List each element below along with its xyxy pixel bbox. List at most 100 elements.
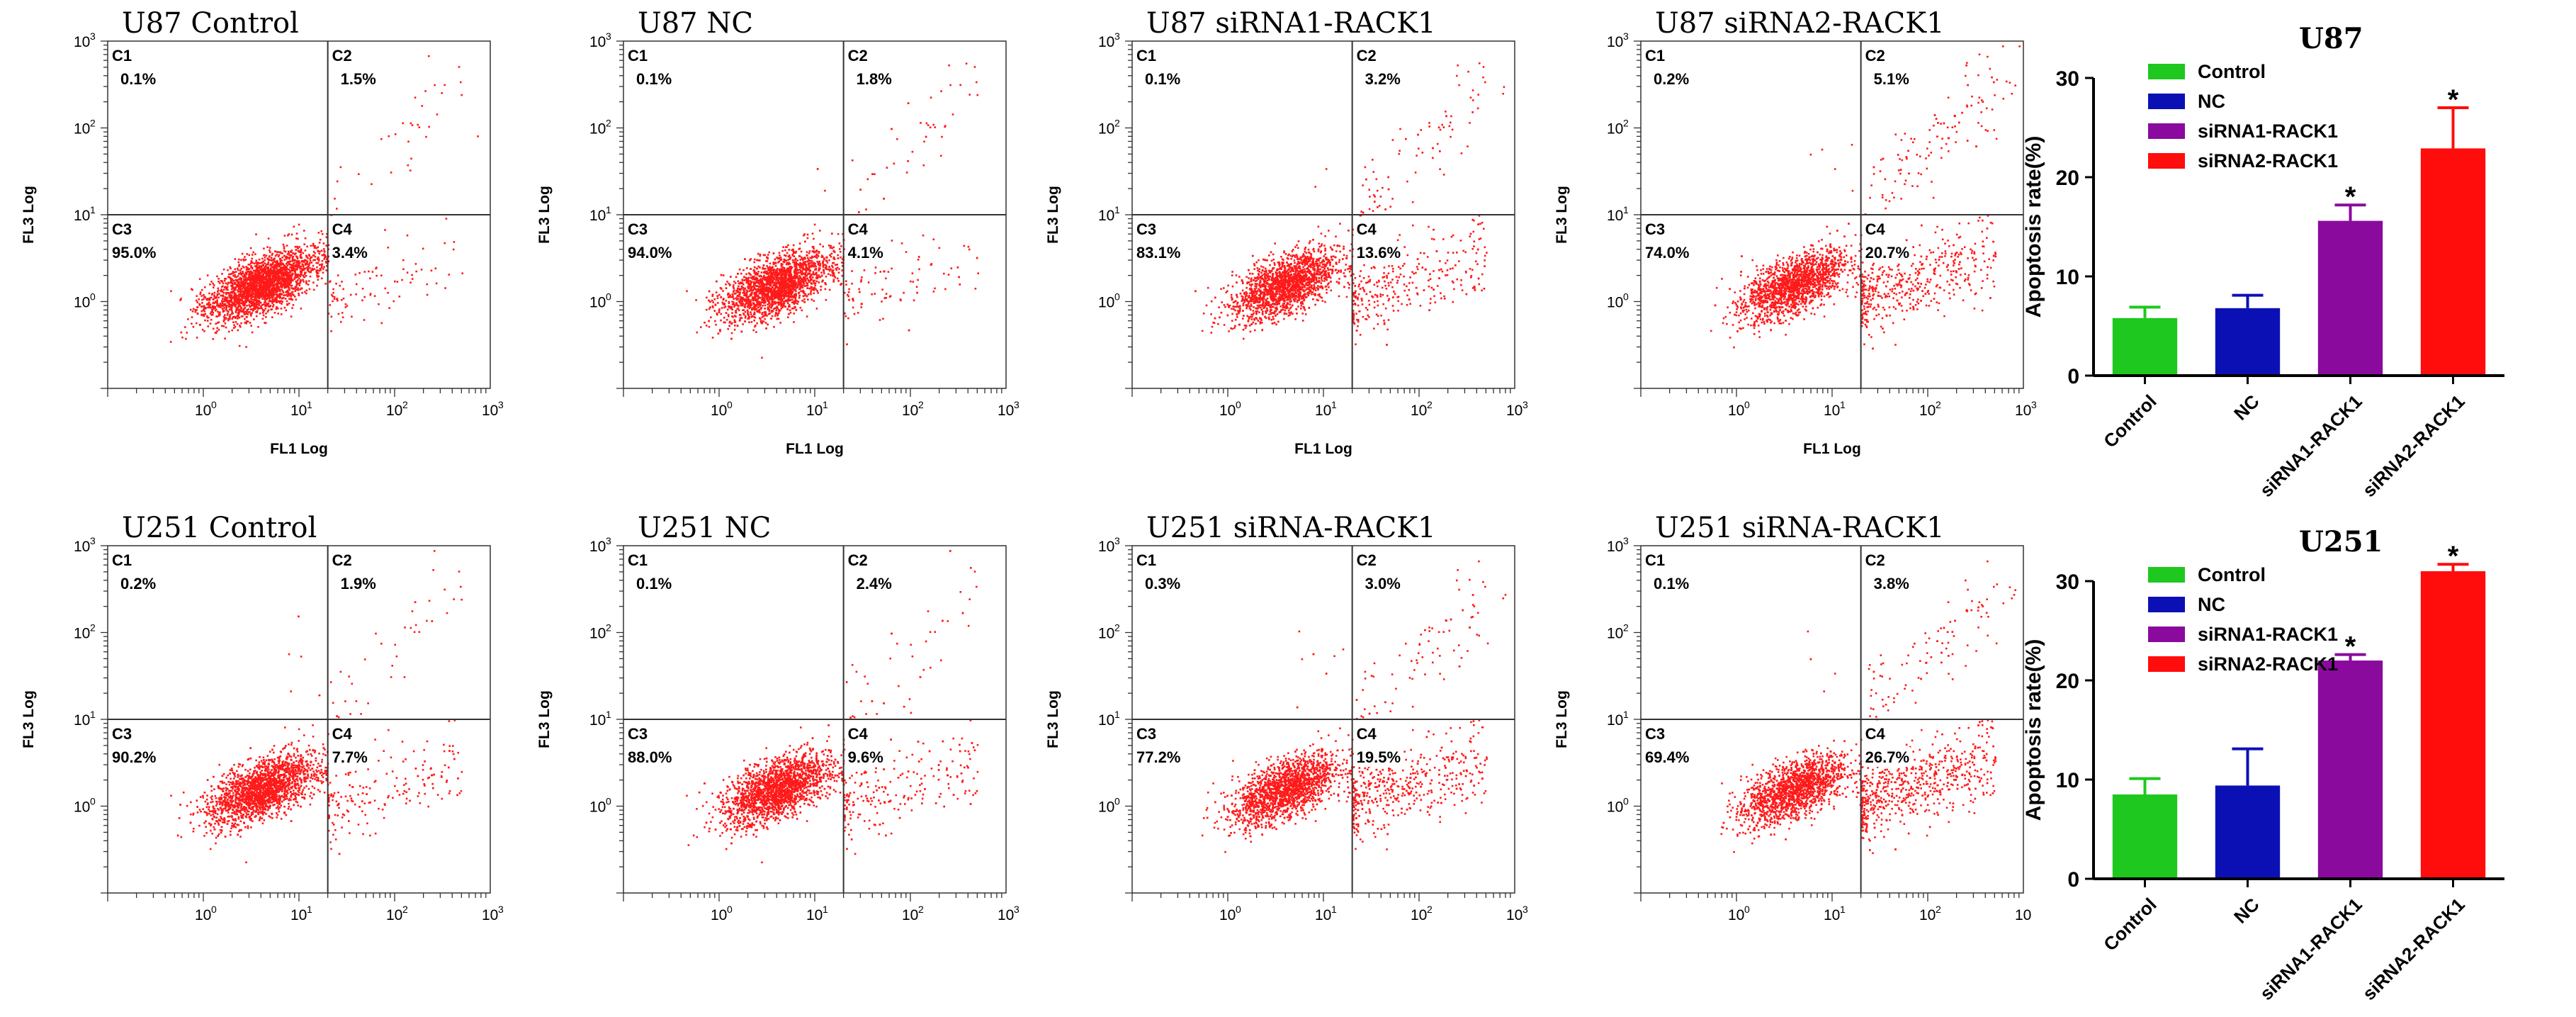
data-point	[235, 307, 238, 310]
quadrant-value-backdrop	[330, 242, 378, 262]
data-point	[230, 284, 232, 287]
data-point	[279, 259, 282, 262]
data-point	[317, 256, 320, 259]
data-point	[256, 296, 259, 298]
data-point	[256, 271, 259, 274]
data-point	[200, 305, 203, 308]
data-point	[281, 274, 283, 276]
data-point	[222, 288, 225, 291]
data-point	[210, 296, 213, 299]
data-point	[910, 280, 912, 283]
data-point	[738, 314, 741, 316]
data-point	[790, 281, 792, 284]
data-point	[254, 293, 256, 296]
data-point	[976, 81, 978, 84]
data-point	[756, 277, 759, 280]
data-point	[323, 258, 325, 260]
data-point	[762, 312, 764, 314]
data-point	[238, 316, 241, 319]
data-point	[295, 280, 298, 283]
data-point	[290, 284, 292, 287]
data-point	[355, 283, 358, 286]
data-point	[297, 247, 299, 250]
data-point	[267, 261, 270, 264]
data-point	[258, 271, 261, 274]
data-point	[251, 283, 254, 285]
data-point	[264, 272, 267, 275]
data-point	[341, 281, 343, 283]
data-point	[310, 245, 312, 247]
data-point	[726, 308, 729, 311]
data-point	[218, 305, 220, 308]
data-point	[212, 312, 214, 314]
x-tick-label: 10	[482, 403, 498, 419]
data-point	[722, 298, 725, 301]
data-point	[823, 272, 825, 275]
data-point	[207, 298, 209, 300]
data-point	[247, 285, 250, 288]
data-point	[716, 313, 718, 316]
data-point	[198, 278, 201, 280]
data-point	[215, 300, 218, 303]
data-point	[306, 262, 308, 264]
data-point	[290, 287, 293, 289]
data-point	[822, 266, 825, 269]
data-point	[769, 280, 771, 283]
data-point	[780, 276, 783, 279]
data-point	[828, 266, 830, 268]
data-point	[298, 262, 300, 265]
data-point	[725, 318, 728, 321]
data-point	[229, 316, 231, 318]
data-point	[409, 169, 412, 172]
data-point	[199, 293, 201, 296]
data-point	[239, 286, 242, 288]
data-point	[763, 287, 766, 290]
data-point	[262, 264, 264, 266]
data-point	[273, 266, 275, 268]
data-point	[263, 287, 266, 290]
data-point	[783, 301, 785, 303]
data-point	[308, 263, 310, 266]
data-point	[810, 282, 813, 284]
data-point	[276, 291, 278, 293]
data-point	[838, 242, 841, 245]
data-point	[774, 315, 776, 317]
data-point	[230, 297, 233, 300]
data-point	[750, 268, 752, 270]
x-tick-exponent: 3	[498, 399, 504, 410]
data-point	[826, 256, 828, 259]
data-point	[784, 289, 787, 292]
data-point	[301, 291, 303, 294]
data-point	[218, 304, 220, 307]
data-point	[740, 317, 743, 319]
data-point	[755, 291, 758, 293]
data-point	[203, 305, 205, 308]
data-point	[780, 308, 783, 310]
data-point	[244, 300, 247, 302]
data-point	[761, 356, 763, 359]
data-point	[321, 277, 323, 280]
data-point	[879, 319, 881, 321]
data-point	[327, 260, 329, 263]
data-point	[264, 266, 266, 269]
data-point	[803, 280, 806, 283]
data-point	[280, 300, 283, 302]
data-point	[783, 297, 786, 300]
data-point	[965, 62, 968, 64]
data-point	[750, 301, 752, 303]
quadrant-c4-label: C4	[332, 220, 353, 238]
data-point	[295, 246, 298, 248]
data-point	[255, 293, 258, 295]
data-point	[287, 257, 289, 259]
data-point	[212, 327, 215, 330]
data-point	[217, 291, 219, 293]
data-point	[295, 268, 297, 271]
data-point	[225, 318, 227, 320]
data-point	[278, 274, 281, 277]
data-point	[757, 300, 760, 303]
data-point	[302, 279, 304, 281]
data-point	[755, 308, 758, 310]
data-point	[248, 272, 251, 274]
data-point	[806, 282, 808, 284]
data-point	[226, 288, 228, 291]
